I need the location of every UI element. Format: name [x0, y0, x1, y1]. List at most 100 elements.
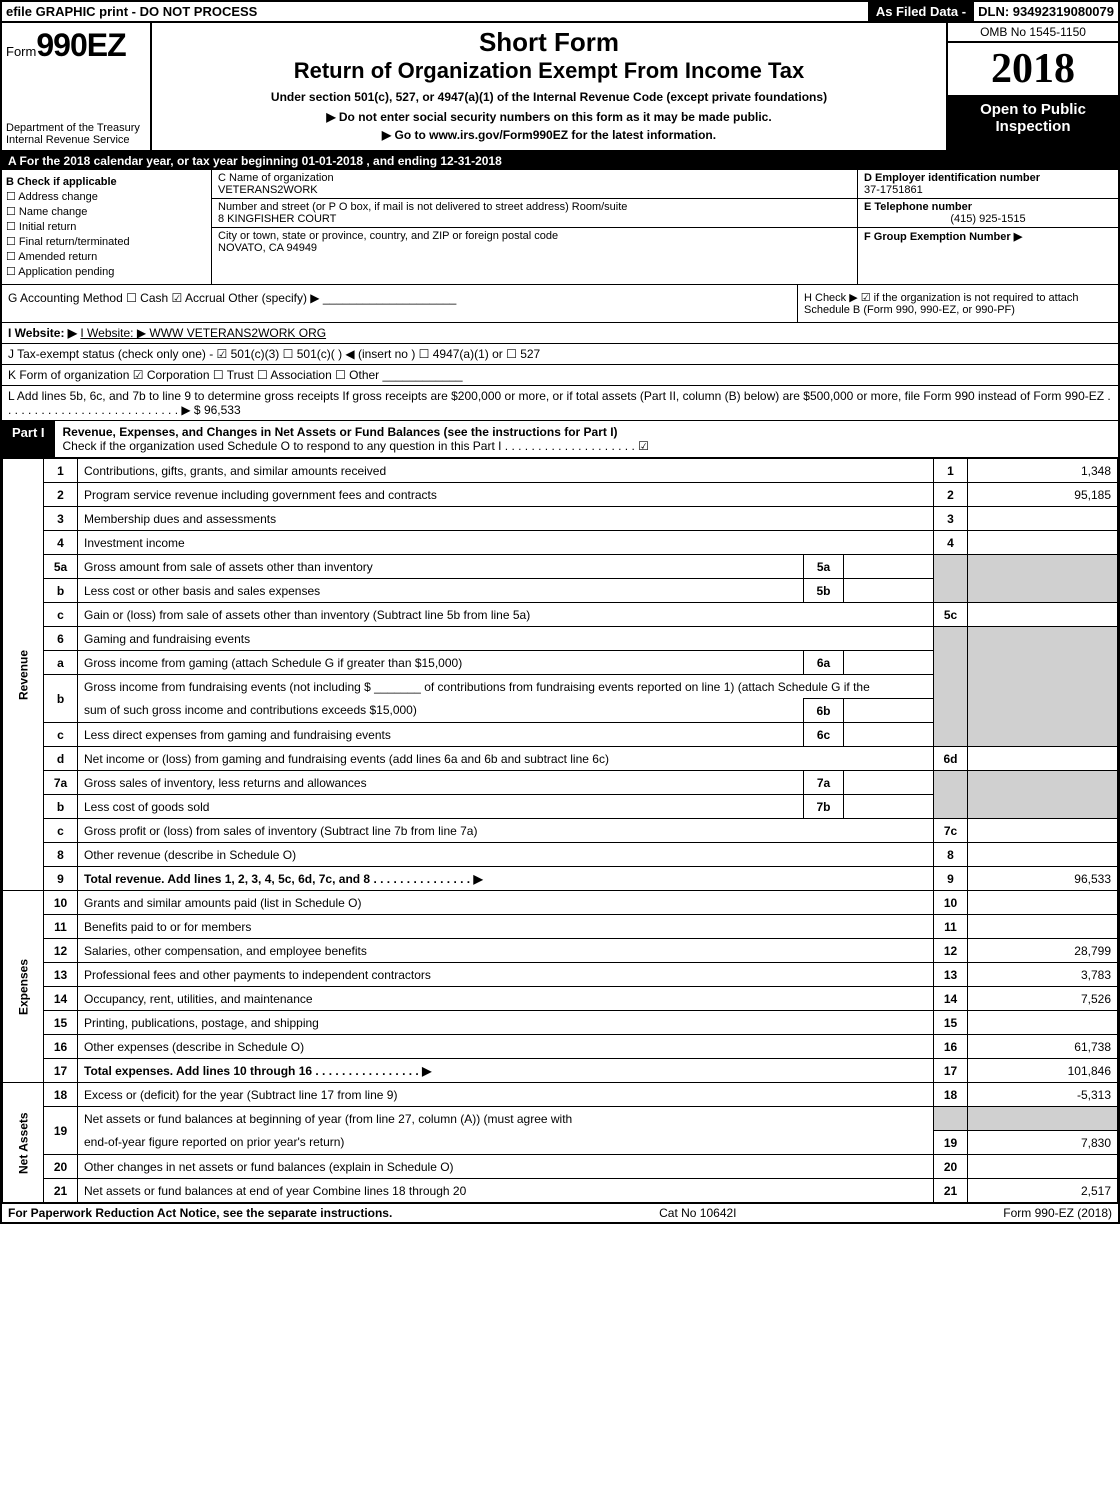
- num-5ab-shade: [934, 555, 968, 603]
- form-prefix: Form: [6, 44, 36, 59]
- ln-15: 15: [44, 1011, 78, 1035]
- ln-7b: b: [44, 795, 78, 819]
- amt-16: 61,738: [968, 1035, 1118, 1059]
- ssn-warning: ▶ Do not enter social security numbers o…: [160, 110, 938, 124]
- amt-11: [968, 915, 1118, 939]
- part-1-title-text: Revenue, Expenses, and Changes in Net As…: [63, 425, 618, 439]
- amt-21: 2,517: [968, 1179, 1118, 1203]
- line-4-desc: Investment income: [78, 531, 934, 555]
- sub-7b: 7b: [804, 795, 844, 819]
- num-21: 21: [934, 1179, 968, 1203]
- num-7ab-shade: [934, 771, 968, 819]
- num-12: 12: [934, 939, 968, 963]
- ln-20: 20: [44, 1155, 78, 1179]
- c-name: VETERANS2WORK: [218, 184, 851, 196]
- line-19b-desc: end-of-year figure reported on prior yea…: [78, 1131, 934, 1155]
- ln-6: 6: [44, 627, 78, 651]
- ln-3: 3: [44, 507, 78, 531]
- amt-9: 96,533: [968, 867, 1118, 891]
- line-18-desc: Excess or (deficit) for the year (Subtra…: [78, 1083, 934, 1107]
- cb-final[interactable]: ☐ Final return/terminated: [6, 235, 207, 248]
- cb-amended[interactable]: ☐ Amended return: [6, 250, 207, 263]
- num-10: 10: [934, 891, 968, 915]
- num-8: 8: [934, 843, 968, 867]
- line-16-desc: Other expenses (describe in Schedule O): [78, 1035, 934, 1059]
- part-1-sub: Check if the organization used Schedule …: [63, 439, 649, 453]
- num-19-shade: [934, 1107, 968, 1131]
- line-5b-desc: Less cost or other basis and sales expen…: [78, 579, 804, 603]
- sub-6a: 6a: [804, 651, 844, 675]
- omb-cell: OMB No 1545-1150 2018 Open to Public Ins…: [948, 23, 1118, 150]
- info-grid: B Check if applicable ☐ Address change ☐…: [2, 170, 1118, 285]
- line-1-desc: Contributions, gifts, grants, and simila…: [78, 459, 934, 483]
- line-8-desc: Other revenue (describe in Schedule O): [78, 843, 934, 867]
- revenue-side: Revenue: [3, 459, 44, 891]
- sub-6c: 6c: [804, 723, 844, 747]
- part-1-title: Revenue, Expenses, and Changes in Net As…: [55, 421, 1118, 457]
- ln-5c: c: [44, 603, 78, 627]
- ln-19: 19: [44, 1107, 78, 1155]
- part-1-table: Revenue 1 Contributions, gifts, grants, …: [2, 458, 1118, 1203]
- footer-right: Form 990-EZ (2018): [1003, 1206, 1112, 1220]
- ln-17: 17: [44, 1059, 78, 1083]
- cb-initial[interactable]: ☐ Initial return: [6, 220, 207, 233]
- cb-name[interactable]: ☐ Name change: [6, 205, 207, 218]
- goto-link[interactable]: ▶ Go to www.irs.gov/Form990EZ for the la…: [160, 128, 938, 142]
- amt-2: 95,185: [968, 483, 1118, 507]
- line-14-desc: Occupancy, rent, utilities, and maintena…: [78, 987, 934, 1011]
- line-20-desc: Other changes in net assets or fund bala…: [78, 1155, 934, 1179]
- ln-4: 4: [44, 531, 78, 555]
- as-filed: As Filed Data -: [868, 2, 974, 21]
- return-title: Return of Organization Exempt From Incom…: [160, 58, 938, 84]
- ln-5b: b: [44, 579, 78, 603]
- num-18: 18: [934, 1083, 968, 1107]
- line-5a-desc: Gross amount from sale of assets other t…: [78, 555, 804, 579]
- line-6d-desc: Net income or (loss) from gaming and fun…: [78, 747, 934, 771]
- sub-5b-v: [844, 579, 934, 603]
- amt-6d: [968, 747, 1118, 771]
- line-13-desc: Professional fees and other payments to …: [78, 963, 934, 987]
- num-16: 16: [934, 1035, 968, 1059]
- line-6a-desc: Gross income from gaming (attach Schedul…: [78, 651, 804, 675]
- k-form-org: K Form of organization ☑ Corporation ☐ T…: [2, 365, 1118, 386]
- g-accounting: G Accounting Method ☐ Cash ☑ Accrual Oth…: [2, 285, 798, 322]
- line-9-desc: Total revenue. Add lines 1, 2, 3, 4, 5c,…: [78, 867, 934, 891]
- header-row: Form990EZ Department of the Treasury Int…: [2, 23, 1118, 152]
- amt-15: [968, 1011, 1118, 1035]
- sub-7a-v: [844, 771, 934, 795]
- ln-8: 8: [44, 843, 78, 867]
- num-4: 4: [934, 531, 968, 555]
- ln-18: 18: [44, 1083, 78, 1107]
- ln-7a: 7a: [44, 771, 78, 795]
- d-label: D Employer identification number: [864, 172, 1112, 184]
- website-link[interactable]: I Website: ▶ WWW VETERANS2WORK ORG: [80, 326, 326, 340]
- line-15-desc: Printing, publications, postage, and shi…: [78, 1011, 934, 1035]
- dept-irs: Internal Revenue Service: [6, 134, 146, 146]
- sub-7a: 7a: [804, 771, 844, 795]
- i-website[interactable]: I Website: ▶ I Website: ▶ WWW VETERANS2W…: [2, 323, 1118, 344]
- line-7a-desc: Gross sales of inventory, less returns a…: [78, 771, 804, 795]
- ln-9: 9: [44, 867, 78, 891]
- line-6b1-desc: Gross income from fundraising events (no…: [78, 675, 934, 699]
- dln: DLN: 93492319080079: [974, 2, 1118, 21]
- sub-6c-v: [844, 723, 934, 747]
- open-public: Open to Public Inspection: [948, 97, 1118, 150]
- l-gross-receipts: L Add lines 5b, 6c, and 7b to line 9 to …: [2, 386, 1118, 421]
- cb-pending[interactable]: ☐ Application pending: [6, 265, 207, 278]
- ln-2: 2: [44, 483, 78, 507]
- line-7b-desc: Less cost of goods sold: [78, 795, 804, 819]
- footer-left: For Paperwork Reduction Act Notice, see …: [8, 1206, 392, 1220]
- cb-address[interactable]: ☐ Address change: [6, 190, 207, 203]
- irs-link[interactable]: ▶ Go to www.irs.gov/Form990EZ for the la…: [382, 128, 716, 142]
- top-bar: efile GRAPHIC print - DO NOT PROCESS As …: [2, 2, 1118, 23]
- ln-21: 21: [44, 1179, 78, 1203]
- efile-notice: efile GRAPHIC print - DO NOT PROCESS: [2, 2, 868, 21]
- e-label: E Telephone number: [864, 201, 1112, 213]
- num-1: 1: [934, 459, 968, 483]
- j-tax-exempt: J Tax-exempt status (check only one) - ☑…: [2, 344, 1118, 365]
- city-val: NOVATO, CA 94949: [218, 242, 851, 254]
- ln-16: 16: [44, 1035, 78, 1059]
- expenses-side: Expenses: [3, 891, 44, 1083]
- line-5c-desc: Gain or (loss) from sale of assets other…: [78, 603, 934, 627]
- sub-6b: 6b: [804, 699, 844, 723]
